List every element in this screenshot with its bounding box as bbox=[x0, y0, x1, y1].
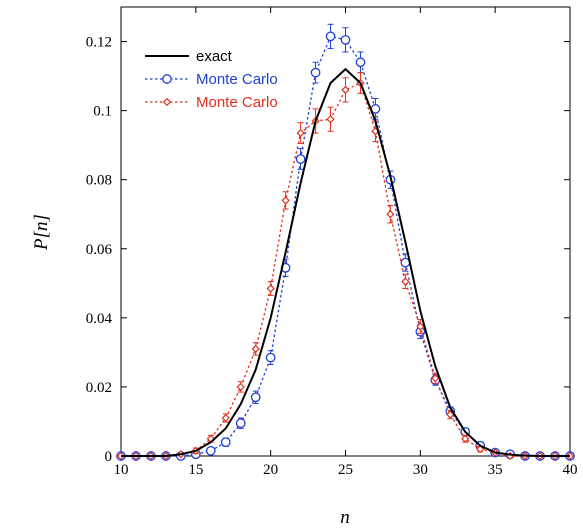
data-point bbox=[431, 374, 440, 383]
series-layer bbox=[116, 23, 575, 461]
data-point bbox=[401, 277, 410, 286]
legend-label: Monte Carlo bbox=[196, 71, 278, 88]
data-point bbox=[162, 97, 172, 107]
legend-label: Monte Carlo bbox=[196, 94, 278, 111]
data-point bbox=[416, 322, 425, 331]
x-tick-label: 35 bbox=[488, 462, 503, 478]
data-point bbox=[325, 31, 336, 42]
x-tick-label: 10 bbox=[114, 462, 129, 478]
series-2 bbox=[116, 72, 575, 461]
data-point bbox=[326, 115, 335, 124]
x-axis-title: n bbox=[340, 507, 350, 528]
data-point bbox=[476, 444, 485, 454]
data-point bbox=[340, 34, 351, 45]
data-point bbox=[341, 85, 350, 95]
y-axis-title: P[n] bbox=[31, 214, 52, 251]
axis-ticks: 10 15 20 25 30 35 40 0 0.02 0.04 0.06 0.08 0.1 0.12 bbox=[86, 7, 578, 478]
y-tick-label: 0 bbox=[105, 449, 113, 465]
plot-frame bbox=[120, 6, 571, 457]
x-tick-label: 40 bbox=[563, 462, 578, 478]
data-point bbox=[205, 445, 216, 456]
data-point bbox=[446, 410, 455, 419]
series-line bbox=[121, 67, 570, 457]
data-point bbox=[250, 392, 261, 403]
data-point bbox=[236, 382, 245, 392]
data-point bbox=[266, 284, 275, 293]
data-point bbox=[265, 352, 276, 363]
x-tick-label: 20 bbox=[263, 462, 278, 478]
data-point bbox=[281, 196, 290, 205]
series-0 bbox=[121, 67, 570, 457]
data-point bbox=[162, 74, 172, 84]
data-point bbox=[251, 344, 260, 354]
data-point bbox=[386, 210, 395, 219]
legend-label: exact bbox=[196, 48, 233, 65]
x-tick-label: 15 bbox=[188, 462, 203, 478]
data-point bbox=[295, 154, 306, 164]
data-point bbox=[235, 418, 246, 429]
series-line bbox=[121, 82, 570, 457]
x-tick-label: 30 bbox=[413, 462, 428, 478]
x-tick-label: 25 bbox=[338, 462, 353, 478]
y-tick-label: 0.02 bbox=[86, 380, 112, 396]
data-point bbox=[221, 413, 230, 423]
data-point bbox=[220, 437, 231, 448]
data-point bbox=[296, 128, 305, 138]
y-tick-label: 0.08 bbox=[86, 173, 112, 189]
y-tick-label: 0.06 bbox=[86, 242, 113, 258]
legend: exact Monte Carlo Monte Carlo bbox=[145, 48, 278, 111]
y-tick-label: 0.12 bbox=[86, 35, 112, 51]
data-point bbox=[355, 57, 366, 68]
y-tick-label: 0.1 bbox=[93, 104, 112, 120]
y-tick-label: 0.04 bbox=[86, 311, 113, 327]
data-point bbox=[461, 434, 470, 443]
data-point bbox=[310, 67, 321, 78]
